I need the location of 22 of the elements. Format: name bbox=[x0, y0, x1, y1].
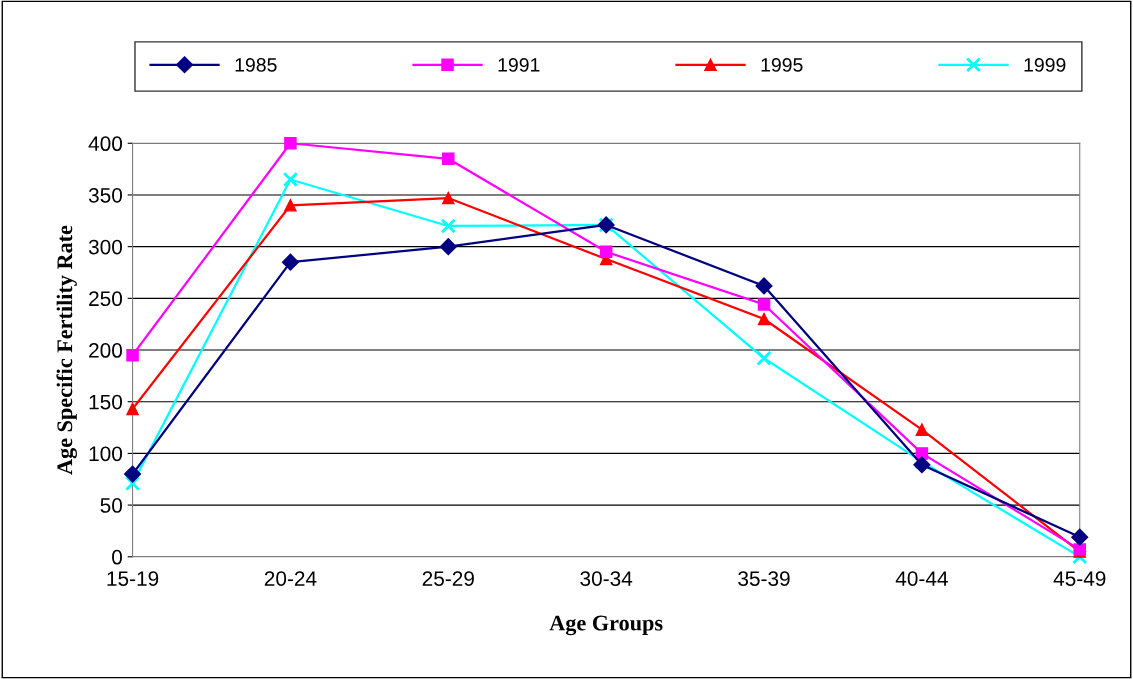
x-tick-label: 40-44 bbox=[895, 571, 948, 586]
y-tick-label: 200 bbox=[89, 343, 123, 358]
legend-label: 1999 bbox=[1024, 57, 1066, 72]
x-tick-label: 15-19 bbox=[107, 571, 159, 586]
legend-label: 1991 bbox=[498, 57, 540, 72]
x-tick-label: 20-24 bbox=[264, 571, 317, 586]
x-axis-title: Age Groups bbox=[549, 615, 663, 636]
y-tick-label: 150 bbox=[89, 394, 123, 410]
y-tick-label: 250 bbox=[89, 291, 123, 307]
y-tick-label: 300 bbox=[88, 239, 123, 255]
x-tick-label: 25-29 bbox=[422, 571, 474, 586]
y-axis-title: Age Specific Fertility Rate bbox=[56, 225, 77, 475]
y-tick-label: 400 bbox=[88, 136, 123, 152]
y-tick-label: 0 bbox=[112, 549, 123, 565]
y-tick-label: 100 bbox=[89, 446, 123, 462]
legend-label: 1995 bbox=[761, 57, 803, 72]
y-tick-label: 50 bbox=[100, 498, 123, 513]
x-tick-label: 45-49 bbox=[1053, 571, 1106, 586]
x-tick-label: 35-39 bbox=[738, 571, 790, 586]
y-tick-label: 350 bbox=[88, 187, 123, 203]
legend-label: 1985 bbox=[235, 57, 277, 72]
x-tick-label: 30-34 bbox=[580, 571, 633, 586]
